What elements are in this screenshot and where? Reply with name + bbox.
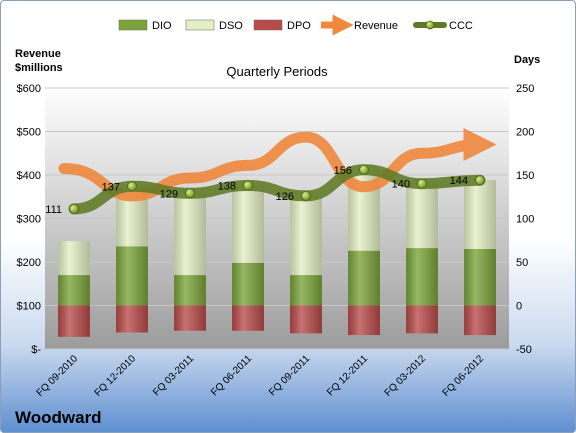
bar-dio-shade [464, 248, 496, 306]
ccc-point [301, 190, 311, 201]
legend-label-dso: DSO [219, 20, 243, 32]
legend-marker-ccc [425, 20, 435, 30]
x-tick-label: FQ 12-2010 [93, 353, 139, 399]
right-tick-label: 250 [516, 83, 534, 95]
left-tick-label: $200 [17, 257, 41, 269]
x-tick-label: FQ 09-2011 [267, 353, 312, 398]
left-tick-label: $- [31, 344, 41, 356]
ccc-line [68, 164, 486, 215]
right-tick-label: 200 [516, 127, 534, 139]
ccc-point [359, 164, 369, 175]
bar-dpo-shade [464, 305, 496, 336]
x-tick-label: FQ 03-2011 [151, 353, 196, 398]
right-tick-label: 150 [516, 170, 534, 182]
x-tick-label: FQ 03-2012 [383, 353, 429, 399]
legend-label-dpo: DPO [287, 20, 311, 32]
bar-dio-shade [232, 262, 264, 306]
ccc-point [475, 175, 485, 186]
left-axis-label-line2: $millions [15, 62, 63, 74]
ccc-label: 111 [45, 204, 62, 216]
ccc-point [243, 180, 253, 191]
bar-dpo-shade [290, 305, 322, 334]
left-tick-label: $600 [17, 83, 41, 95]
legend-label-dio: DIO [152, 20, 172, 32]
ccc-label: 156 [334, 165, 352, 177]
bar-dpo-shade [116, 305, 148, 333]
bar-dso-shade [232, 185, 264, 263]
bar-dso-shade [174, 193, 206, 276]
legend-swatch-dso [185, 19, 215, 31]
revenue-line [58, 128, 497, 202]
bar-dpo-shade [174, 305, 206, 331]
ccc-label: 126 [276, 191, 294, 203]
bar-dso-shade [290, 195, 322, 276]
legend-label-revenue: Revenue [354, 20, 398, 32]
ccc-label: 138 [218, 180, 236, 192]
right-tick-label: 100 [516, 214, 534, 226]
ccc-point [69, 204, 79, 214]
ccc-label: 137 [102, 181, 120, 193]
bar-dio-shade [290, 275, 322, 306]
ccc-label: 144 [450, 175, 468, 187]
ccc-label: 140 [392, 179, 410, 191]
right-tick-label: 0 [516, 301, 522, 313]
bar-dso-shade [406, 183, 438, 249]
bar-dso-shade [58, 241, 90, 276]
bar-dio-shade [406, 248, 438, 306]
bar-dio-shade [174, 275, 206, 306]
chart-title: Quarterly Periods [226, 64, 328, 79]
ccc-point [185, 188, 195, 199]
right-axis-label: Days [514, 54, 540, 66]
bar-dso-shade [464, 180, 496, 249]
bar-dpo-shade [232, 305, 264, 331]
x-tick-label: FQ 06-2011 [209, 353, 254, 398]
right-tick-label: -50 [516, 344, 532, 356]
bar-dpo-shade [406, 305, 438, 334]
bar-dpo-shade [58, 305, 90, 337]
bar-dpo-shade [348, 305, 380, 336]
left-axis-label-line1: Revenue [15, 48, 61, 60]
left-tick-label: $500 [17, 127, 41, 139]
bar-dio-shade [116, 246, 148, 306]
right-tick-label: 50 [516, 257, 528, 269]
ccc-label: 129 [160, 188, 178, 200]
left-tick-label: $400 [17, 170, 41, 182]
bar-dio-shade [58, 275, 90, 306]
left-tick-label: $300 [17, 214, 41, 226]
ccc-point [417, 178, 427, 189]
x-tick-label: FQ 12-2011 [325, 353, 370, 398]
x-tick-label: FQ 09-2010 [35, 353, 81, 399]
x-tick-label: FQ 06-2012 [441, 353, 487, 399]
company-name: Woodward [15, 408, 102, 427]
legend-label-ccc: CCC [449, 20, 473, 32]
left-tick-label: $100 [17, 301, 41, 313]
legend-swatch-dpo [253, 19, 283, 31]
ccc-point [127, 181, 137, 192]
bar-dio-shade [348, 250, 380, 306]
legend-swatch-dio [118, 19, 148, 31]
